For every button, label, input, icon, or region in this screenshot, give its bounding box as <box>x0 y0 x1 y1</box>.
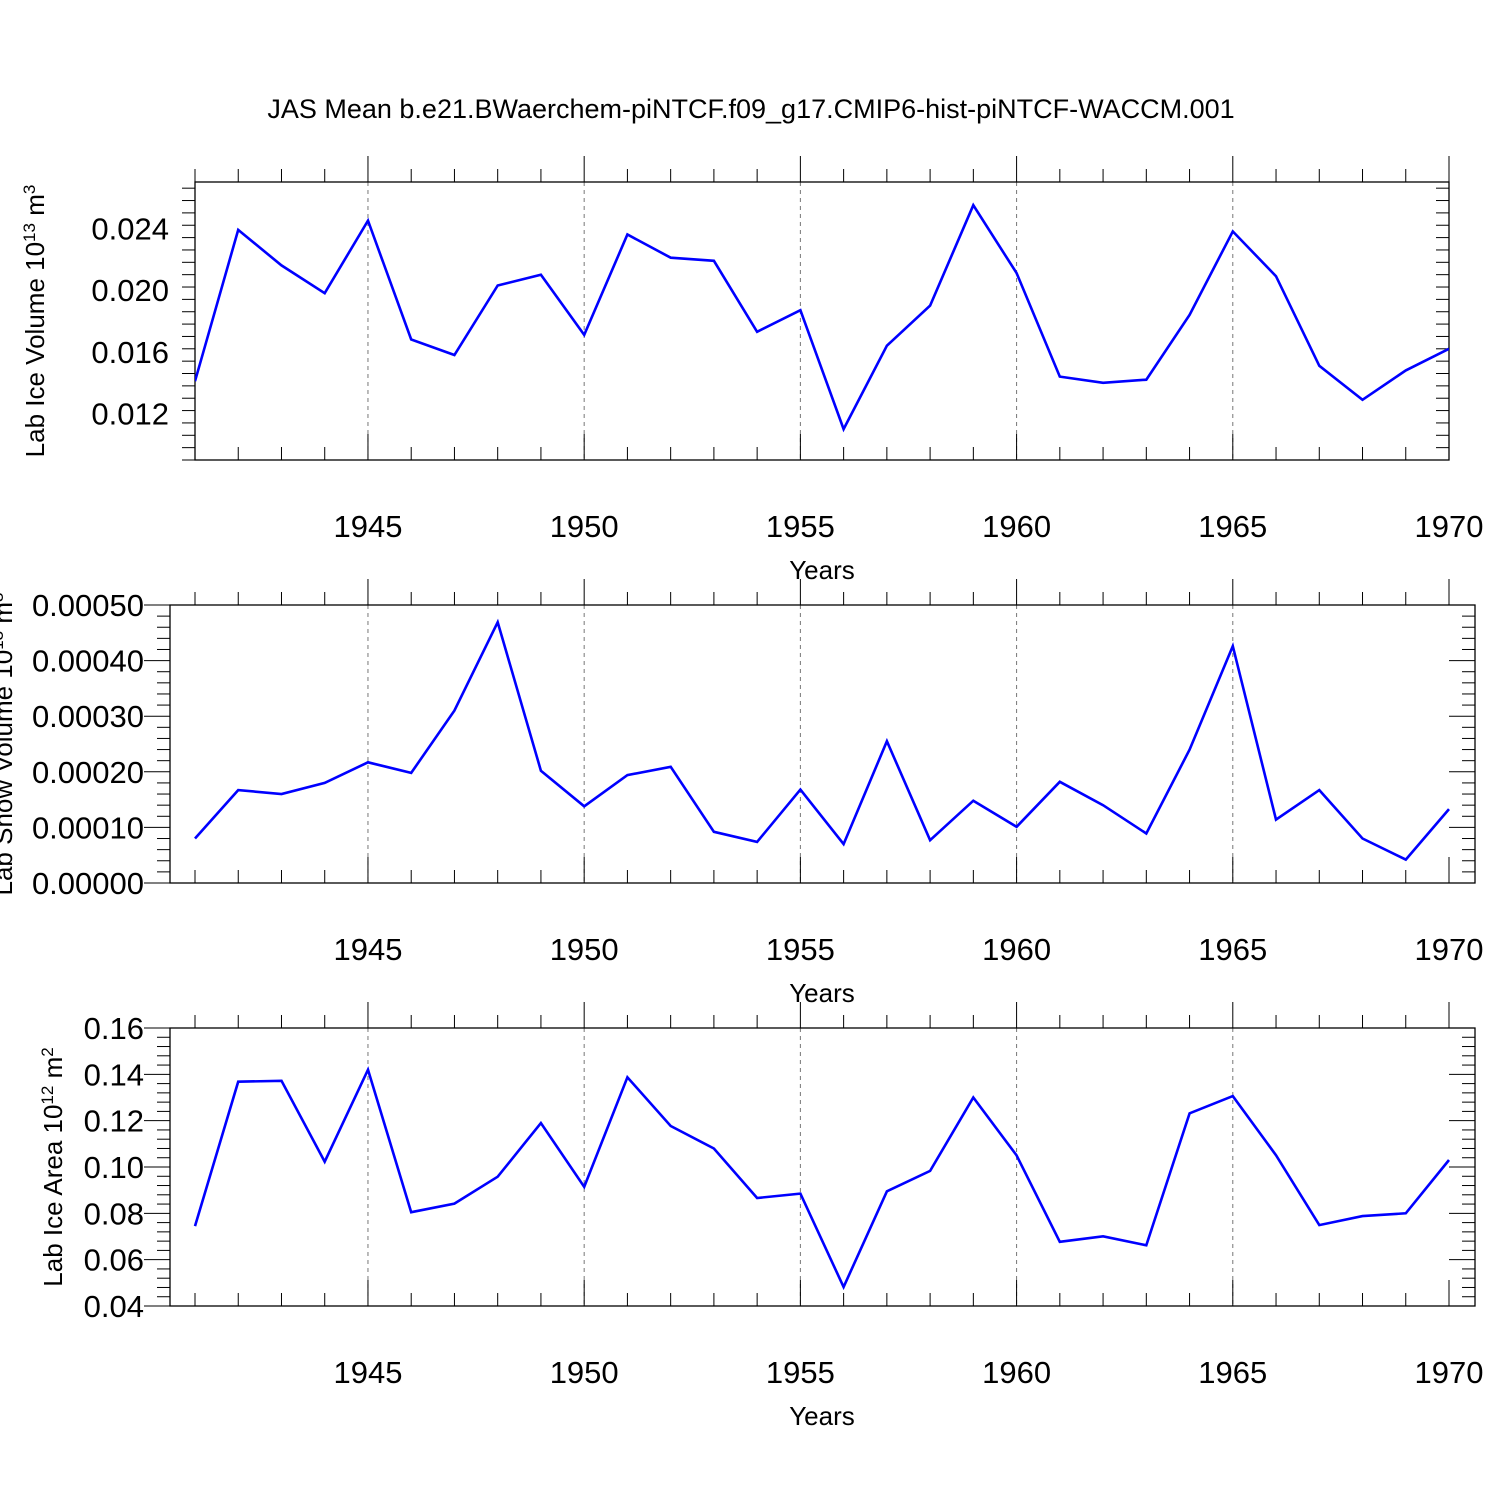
y-axis-label-ylabel-unit-exp: 3 <box>20 185 39 194</box>
y-tick-label: 0.00010 <box>32 810 144 845</box>
y-tick-label: 0.10 <box>84 1150 144 1185</box>
panel-snow-volume: 1945 1950 1955 1960 1965 1970 Years 0.00000 0.00… <box>0 579 1483 1008</box>
plot-frame <box>194 181 1450 461</box>
y-tick-label: 0.14 <box>84 1057 144 1092</box>
x-tick-label: 1960 <box>982 509 1051 544</box>
x-tick-label: 1955 <box>766 932 835 967</box>
x-tick-label: 1965 <box>1198 932 1267 967</box>
x-tick-label: 1950 <box>550 509 619 544</box>
y-axis-label: Lab Ice Volume 1013 m3 <box>20 185 50 458</box>
y-tick-label: 0.00020 <box>32 755 144 790</box>
y-axis-label-ylabel-exp: 13 <box>0 631 7 650</box>
x-tick-label: 1960 <box>982 1355 1051 1390</box>
y-axis-label: Lab Ice Area 1012 m2 <box>38 1047 68 1286</box>
x-axis-label: Years <box>789 555 855 585</box>
y-axis-label-ylabel-main: Lab Ice Volume 10 <box>20 242 50 457</box>
x-tick-label: 1965 <box>1198 1355 1267 1390</box>
y-axis-label-ylabel-main: Lab Ice Area 10 <box>38 1105 68 1287</box>
y-tick-label: 0.12 <box>84 1104 144 1139</box>
series-line-snow-volume <box>194 618 1450 862</box>
figure-title: JAS Mean b.e21.BWaerchem-piNTCF.f09_g17.… <box>267 94 1234 124</box>
y-axis-label-ylabel-exp: 12 <box>38 1086 57 1105</box>
y-axis-label: Lab Snow Volume 1013 m3 <box>0 592 18 895</box>
y-axis-label-ylabel-unit-exp: 2 <box>38 1047 57 1056</box>
y-tick-label: 0.00050 <box>32 588 144 623</box>
x-tick-label: 1970 <box>1415 1355 1484 1390</box>
x-axis-label: Years <box>789 978 855 1008</box>
x-tick-label: 1955 <box>766 1355 835 1390</box>
y-tick-label: 0.024 <box>91 211 169 246</box>
panel-ice-volume: 1945 1950 1955 1960 1965 1970 Years 0.012 0.016 0… <box>20 156 1484 585</box>
y-tick-label: 0.016 <box>91 335 169 370</box>
x-tick-label: 1965 <box>1198 509 1267 544</box>
y-tick-label: 0.00000 <box>32 866 144 901</box>
panel-ice-area: 1945 1950 1955 1960 1965 1970 Years 0.04 0.06 0.0… <box>38 1002 1484 1431</box>
x-tick-label: 1945 <box>333 932 402 967</box>
y-tick-label: 0.00040 <box>32 644 144 679</box>
y-tick-label: 0.020 <box>91 273 169 308</box>
x-tick-label: 1970 <box>1415 509 1484 544</box>
y-tick-label: 0.16 <box>84 1011 144 1046</box>
y-axis-label-ylabel-unit-exp: 3 <box>0 592 7 601</box>
plot-frame <box>169 604 1476 884</box>
x-tick-label: 1950 <box>550 932 619 967</box>
x-tick-label: 1960 <box>982 932 1051 967</box>
y-tick-label: 0.04 <box>84 1289 144 1324</box>
series-line-ice-area <box>193 1066 1451 1291</box>
y-axis-label-ylabel-unit: m <box>20 194 50 223</box>
y-tick-label: 0.00030 <box>32 699 144 734</box>
x-axis-label: Years <box>789 1401 855 1431</box>
y-axis-label-ylabel-unit: m <box>0 602 18 631</box>
y-tick-label: 0.08 <box>84 1196 144 1231</box>
series-line-ice-volume <box>195 202 1449 433</box>
y-tick-label: 0.012 <box>91 397 169 432</box>
y-axis-label-ylabel-unit: m <box>38 1057 68 1086</box>
y-axis-label-ylabel-main: Lab Snow Volume 10 <box>0 650 18 896</box>
x-tick-label: 1950 <box>550 1355 619 1390</box>
y-axis-label-ylabel-exp: 13 <box>20 223 39 242</box>
y-tick-label: 0.06 <box>84 1243 144 1278</box>
x-tick-label: 1955 <box>766 509 835 544</box>
x-tick-label: 1945 <box>333 509 402 544</box>
x-tick-label: 1945 <box>333 1355 402 1390</box>
x-tick-label: 1970 <box>1415 932 1484 967</box>
